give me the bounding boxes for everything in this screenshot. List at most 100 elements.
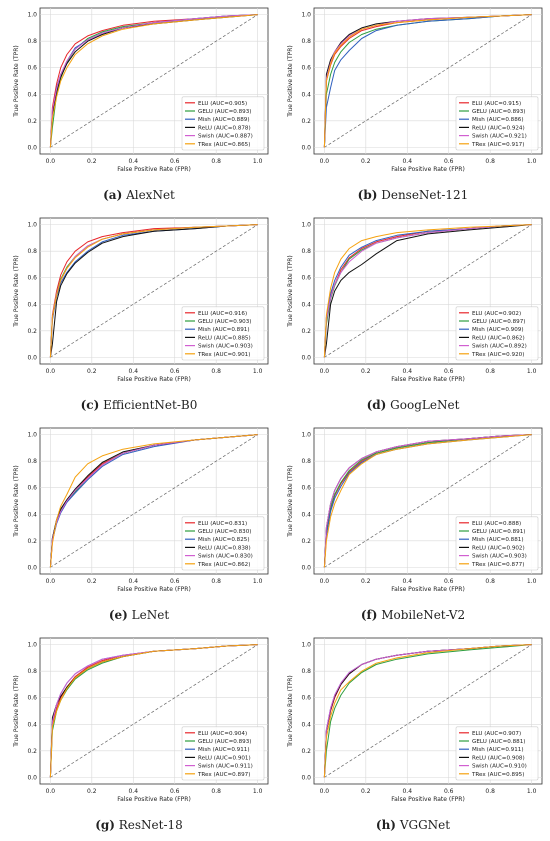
caption-model-name: EfficientNet-B0 bbox=[99, 398, 198, 412]
roc-curve-swish bbox=[49, 14, 258, 148]
x-tick-label: 0.2 bbox=[87, 788, 97, 795]
x-axis-label: False Positive Rate (FPR) bbox=[391, 796, 465, 803]
legend: ELU (AUC=0.904) GELU (AUC=0.893) Mish (AUC… bbox=[181, 726, 265, 781]
legend-label: Swish (AUC=0.892) bbox=[472, 344, 527, 350]
legend-label: ReLU (AUC=0.878) bbox=[198, 125, 251, 131]
caption-model-name: MobileNet-V2 bbox=[377, 608, 466, 622]
x-tick-label: 1.0 bbox=[527, 578, 537, 585]
legend: ELU (AUC=0.916) GELU (AUC=0.903) Mish (AUC… bbox=[181, 306, 265, 361]
y-axis-label: True Positive Rate (TPR) bbox=[13, 255, 20, 328]
caption-model-name: ResNet-18 bbox=[114, 818, 183, 832]
caption-letter: (h) bbox=[375, 818, 396, 832]
x-tick-label: 0.8 bbox=[211, 578, 221, 585]
y-tick-label: 0.2 bbox=[27, 748, 37, 755]
legend-label: TRex (AUC=0.862) bbox=[197, 562, 250, 568]
y-tick-label: 0.4 bbox=[301, 301, 311, 308]
y-tick-label: 0.0 bbox=[301, 144, 311, 151]
legend-label: ELU (AUC=0.888) bbox=[472, 521, 521, 527]
legend-label: Mish (AUC=0.911) bbox=[198, 747, 250, 753]
legend-label: Mish (AUC=0.911) bbox=[472, 747, 524, 753]
x-axis-label: False Positive Rate (FPR) bbox=[117, 166, 191, 173]
x-tick-label: 0.2 bbox=[361, 368, 371, 375]
roc-panel: 0.0 0.0 0.2 0.2 0.4 0.4 0.6 0.6 0.8 0.8 1.0 1.0 Fals… bbox=[4, 210, 274, 420]
legend-label: Mish (AUC=0.881) bbox=[472, 537, 524, 543]
legend-label: Mish (AUC=0.886) bbox=[472, 117, 524, 123]
roc-chart: 0.0 0.0 0.2 0.2 0.4 0.4 0.6 0.6 0.8 0.8 1.0 1.0 Fals… bbox=[13, 637, 269, 803]
legend-box bbox=[181, 726, 265, 781]
x-tick-label: 0.0 bbox=[320, 578, 330, 585]
legend: ELU (AUC=0.902) GELU (AUC=0.897) Mish (AUC… bbox=[455, 306, 539, 361]
y-tick-label: 0.2 bbox=[27, 118, 37, 125]
y-axis-label: True Positive Rate (TPR) bbox=[13, 45, 20, 118]
legend-label: Mish (AUC=0.889) bbox=[198, 117, 250, 123]
roc-chart: 0.0 0.0 0.2 0.2 0.4 0.4 0.6 0.6 0.8 0.8 1.0 1.0 Fals… bbox=[287, 217, 543, 383]
legend-label: TRex (AUC=0.877) bbox=[471, 562, 524, 568]
caption-model-name: GoogLeNet bbox=[386, 398, 460, 412]
roc-panel: 0.0 0.0 0.2 0.2 0.4 0.4 0.6 0.6 0.8 0.8 1.0 1.0 Fals… bbox=[278, 630, 548, 840]
y-tick-label: 0.8 bbox=[301, 458, 311, 465]
roc-curve-trex bbox=[323, 434, 532, 568]
roc-curve-trex bbox=[49, 644, 258, 778]
legend: ELU (AUC=0.915) GELU (AUC=0.893) Mish (AUC… bbox=[455, 96, 539, 151]
x-tick-label: 0.2 bbox=[361, 158, 371, 165]
roc-curve-relu bbox=[49, 224, 258, 358]
y-tick-label: 0.0 bbox=[27, 774, 37, 781]
caption-letter: (e) bbox=[108, 608, 128, 622]
x-tick-label: 1.0 bbox=[253, 578, 263, 585]
legend-label: GELU (AUC=0.897) bbox=[472, 319, 525, 325]
y-tick-label: 0.2 bbox=[27, 538, 37, 545]
legend-label: ReLU (AUC=0.908) bbox=[472, 755, 525, 761]
caption-letter: (a) bbox=[103, 188, 123, 202]
subfigure-caption: (a) AlexNet bbox=[4, 188, 274, 202]
y-tick-label: 1.0 bbox=[301, 432, 311, 439]
x-tick-label: 0.2 bbox=[87, 368, 97, 375]
y-tick-label: 0.0 bbox=[27, 564, 37, 571]
caption-model-name: AlexNet bbox=[122, 188, 175, 202]
y-tick-label: 0.6 bbox=[27, 485, 37, 492]
legend-label: ReLU (AUC=0.838) bbox=[198, 545, 251, 551]
x-tick-label: 0.0 bbox=[320, 158, 330, 165]
y-tick-label: 0.8 bbox=[301, 248, 311, 255]
y-tick-label: 0.6 bbox=[27, 65, 37, 72]
x-tick-label: 0.6 bbox=[444, 158, 454, 165]
legend-label: ELU (AUC=0.915) bbox=[472, 101, 521, 107]
y-tick-label: 0.4 bbox=[301, 721, 311, 728]
roc-curve-trex bbox=[323, 14, 532, 148]
x-tick-label: 0.0 bbox=[46, 578, 56, 585]
legend-label: Mish (AUC=0.909) bbox=[472, 327, 524, 333]
x-tick-label: 0.0 bbox=[46, 788, 56, 795]
x-axis-label: False Positive Rate (FPR) bbox=[117, 586, 191, 593]
legend-label: Swish (AUC=0.830) bbox=[198, 554, 253, 560]
roc-panel: 0.0 0.0 0.2 0.2 0.4 0.4 0.6 0.6 0.8 0.8 1.0 1.0 Fals… bbox=[4, 420, 274, 630]
x-tick-label: 0.8 bbox=[485, 368, 495, 375]
legend-label: GELU (AUC=0.893) bbox=[198, 109, 251, 115]
y-tick-label: 0.2 bbox=[301, 328, 311, 335]
y-tick-label: 1.0 bbox=[301, 12, 311, 19]
y-tick-label: 0.2 bbox=[301, 118, 311, 125]
y-tick-label: 0.2 bbox=[27, 328, 37, 335]
y-tick-label: 0.2 bbox=[301, 748, 311, 755]
y-tick-label: 1.0 bbox=[27, 12, 37, 19]
legend-label: TRex (AUC=0.901) bbox=[197, 352, 250, 358]
caption-letter: (f) bbox=[360, 608, 378, 622]
caption-model-name: VGGNet bbox=[396, 818, 451, 832]
x-tick-label: 0.8 bbox=[485, 578, 495, 585]
x-tick-label: 1.0 bbox=[527, 788, 537, 795]
legend-box bbox=[181, 96, 265, 151]
legend: ELU (AUC=0.907) GELU (AUC=0.881) Mish (AUC… bbox=[455, 726, 539, 781]
legend-box bbox=[455, 96, 539, 151]
legend: ELU (AUC=0.888) GELU (AUC=0.891) Mish (AUC… bbox=[455, 516, 539, 571]
roc-curve-trex bbox=[49, 224, 258, 358]
y-tick-label: 0.4 bbox=[301, 91, 311, 98]
roc-curve-trex bbox=[323, 644, 532, 778]
y-tick-label: 0.8 bbox=[27, 668, 37, 675]
y-tick-label: 0.0 bbox=[301, 354, 311, 361]
legend-label: GELU (AUC=0.881) bbox=[472, 739, 525, 745]
legend-label: Swish (AUC=0.903) bbox=[472, 554, 527, 560]
roc-curve-gelu bbox=[323, 644, 532, 778]
subfigure-caption: (c) EfficientNet-B0 bbox=[4, 398, 274, 412]
x-tick-label: 0.6 bbox=[170, 158, 180, 165]
x-tick-label: 1.0 bbox=[253, 158, 263, 165]
chance-diagonal bbox=[50, 14, 258, 148]
legend-box bbox=[181, 306, 265, 361]
